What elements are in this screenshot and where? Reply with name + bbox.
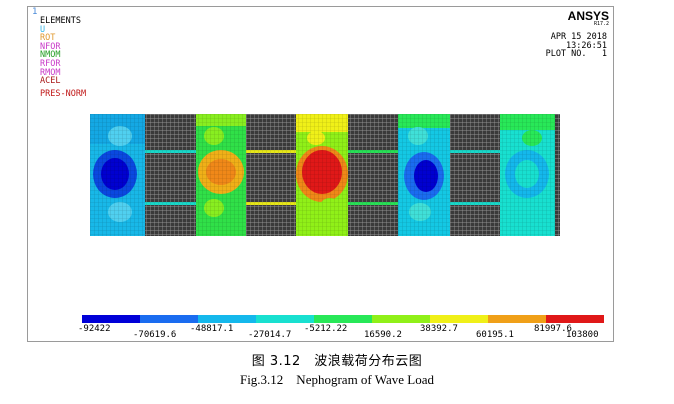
legend-symbol-nfor: NFOR bbox=[40, 41, 61, 52]
ansys-logo: ANSYS bbox=[567, 9, 609, 23]
contour-tick-labels: -92422 -70619.6 -48817.1 -27014.7 -5212.… bbox=[28, 7, 613, 341]
plot-number: PLOT NO. 1 bbox=[545, 49, 607, 60]
window-number: 1 bbox=[32, 7, 38, 17]
tick-label-3: -27014.7 bbox=[248, 330, 292, 340]
legend-symbol-pres-norm: PRES-NORM bbox=[40, 88, 87, 99]
legend-symbol-rmom: RMOM bbox=[40, 67, 61, 78]
plot-date: APR 15 2018 bbox=[550, 32, 607, 42]
legend-symbol-rfor: RFOR bbox=[40, 58, 61, 69]
symbol-legend: ELEMENTS U ROT NFOR NMOM RFOR RMOM ACEL … bbox=[40, 17, 86, 98]
contour-color-bar bbox=[82, 315, 604, 323]
legend-title: ELEMENTS bbox=[40, 16, 81, 26]
tick-label-9: 103800 bbox=[566, 330, 599, 340]
ansys-plot-frame: 1 ELEMENTS U ROT NFOR NMOM RFOR RMOM ACE… bbox=[27, 6, 614, 342]
figure-caption-chinese: 图 3.12 波浪载荷分布云图 bbox=[251, 354, 423, 369]
tick-label-1: -70619.6 bbox=[133, 330, 177, 340]
plot-time: 13:26:51 bbox=[566, 40, 607, 51]
tick-label-0: -92422 bbox=[78, 324, 111, 334]
tick-label-6: 38392.7 bbox=[420, 324, 458, 334]
legend-symbol-nmom: NMOM bbox=[40, 50, 61, 61]
tick-label-8: 81997.6 bbox=[534, 324, 572, 334]
legend-symbol-u: U bbox=[40, 24, 46, 35]
tick-label-7: 60195.1 bbox=[476, 330, 514, 340]
wave-load-contour-model bbox=[90, 114, 560, 236]
legend-symbol-rot: ROT bbox=[40, 33, 56, 44]
tick-label-5: 16590.2 bbox=[364, 330, 402, 340]
ansys-version: R17.2 bbox=[593, 21, 609, 27]
tick-label-2: -48817.1 bbox=[190, 324, 234, 334]
plot-timestamp: APR 15 2018 13:26:51 PLOT NO. 1 bbox=[546, 33, 607, 59]
legend-symbol-acel: ACEL bbox=[40, 76, 61, 87]
figure-caption-english: Fig.3.12 Nephogram of Wave Load bbox=[239, 372, 435, 387]
tick-label-4: -5212.22 bbox=[304, 324, 348, 334]
